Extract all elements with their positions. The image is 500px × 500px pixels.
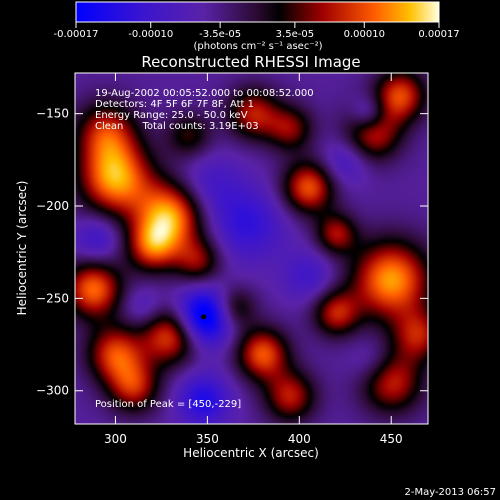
y-tick-labels: −150 −200 −250 −300	[36, 107, 69, 398]
info-line-counts: Clean Total counts: 3.19E+03	[95, 121, 259, 132]
x-tick-label-2: 400	[288, 432, 311, 446]
colorbar-gradient	[75, 1, 440, 23]
colorbar-ticks: -0.00017 -0.00010 -3.5e-05 3.5e-05 0.00010 0.…	[54, 22, 460, 40]
colorbar-tick-label-2: -3.5e-05	[199, 29, 241, 40]
peak-position-note: Position of Peak = [450,-229]	[95, 399, 241, 410]
colorbar-unit-label: (photons cm⁻² s⁻¹ asec⁻²)	[193, 41, 322, 52]
info-line-detectors: Detectors: 4F 5F 6F 7F 8F, Att 1	[95, 99, 254, 110]
y-axis-label: Heliocentric Y (arcsec)	[15, 181, 29, 316]
info-text-block: 19-Aug-2002 00:05:52.000 to 00:08:52.000…	[95, 88, 314, 132]
colorbar-tick-label-4: 0.00010	[344, 29, 385, 40]
timestamp: 2-May-2013 06:57	[404, 487, 496, 498]
x-tick-label-0: 300	[104, 432, 127, 446]
peak-marker	[201, 314, 207, 320]
x-tick-label-1: 350	[196, 432, 219, 446]
colorbar-tick-label-1: -0.00010	[128, 29, 173, 40]
colorbar-tick-label-3: 3.5e-05	[276, 29, 314, 40]
peak-dot	[201, 314, 207, 320]
info-line-energy: Energy Range: 25.0 - 50.0 keV	[95, 110, 248, 121]
plot-frame	[74, 72, 429, 425]
y-tick-label-2: −250	[36, 291, 69, 305]
info-line-time: 19-Aug-2002 00:05:52.000 to 00:08:52.000	[95, 88, 314, 99]
y-tick-label-1: −200	[36, 199, 69, 213]
y-tick-label-3: −300	[36, 384, 69, 398]
colorbar-tick-label-0: -0.00017	[54, 29, 99, 40]
plot-area: 19-Aug-2002 00:05:52.000 to 00:08:52.000…	[74, 72, 429, 425]
colorbar-tick-label-5: 0.00017	[418, 29, 459, 40]
colorbar: -0.00017 -0.00010 -3.5e-05 3.5e-05 0.00010 0.…	[54, 1, 460, 52]
x-tick-label-3: 450	[380, 432, 403, 446]
heatmap-image	[75, 73, 428, 424]
chart-title: Reconstructed RHESSI Image	[141, 53, 360, 71]
axis-ticks	[75, 73, 428, 424]
x-tick-labels: 300 350 400 450	[104, 432, 403, 446]
y-tick-label-0: −150	[36, 107, 69, 121]
x-axis-label: Heliocentric X (arcsec)	[183, 446, 319, 460]
